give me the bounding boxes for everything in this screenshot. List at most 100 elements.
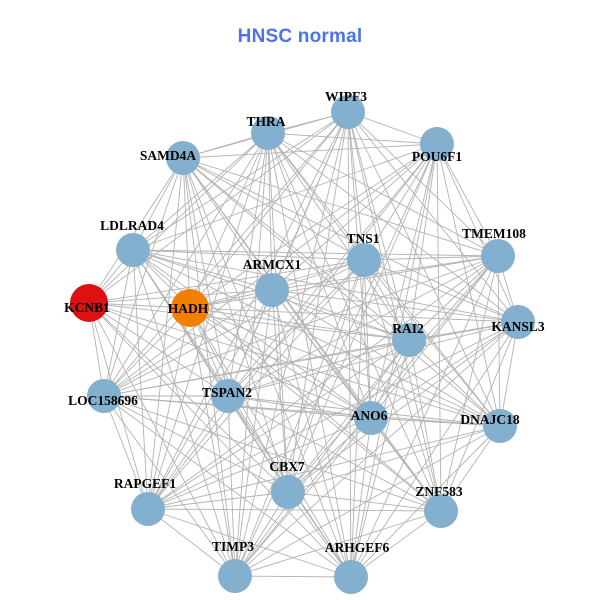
graph-node[interactable]: ZNF583 [415,484,463,528]
graph-edge [227,289,273,397]
graph-node-circle[interactable] [87,379,121,413]
graph-edge [363,143,438,261]
graph-edge [182,143,438,159]
graph-node-circle[interactable] [354,401,388,435]
graph-edge [347,111,501,427]
graph-node[interactable]: TNS1 [346,231,381,277]
graph-edge [287,255,499,493]
graph-edge [267,132,519,323]
graph-edge [370,321,519,419]
graph-edge [227,321,519,397]
graph-edge [234,143,438,577]
graph-edge [363,259,501,427]
graph-edge [234,425,501,577]
graph-edge [147,417,372,510]
graph-edge [267,132,273,291]
graph-node-circle[interactable] [483,409,517,443]
graph-node[interactable]: KANSL3 [491,305,545,339]
graph-node-label: CBX7 [269,459,305,474]
graph-edge [182,157,352,578]
graph-node[interactable]: LDLRAD4 [100,218,164,267]
node-layer: WIPF3 POU6F1 THRA SAMD4A TMEM108 LDLRAD4 TNS1 A… [64,89,545,594]
graph-edge [234,510,442,577]
graph-edge [363,259,372,419]
graph-node-circle[interactable] [331,95,365,129]
graph-node-circle[interactable] [501,305,535,339]
graph-edge [132,249,499,257]
graph-edge [189,307,410,341]
graph-edge [103,395,442,512]
graph-edge [350,510,442,578]
graph-edge [227,259,365,397]
graph-edge [287,143,438,493]
graph-node-circle[interactable] [166,141,200,175]
graph-node[interactable]: SAMD4A [140,141,200,175]
graph-node-circle[interactable] [70,284,108,322]
graph-node-label: WIPF3 [325,89,367,104]
graph-edge [234,259,365,577]
graph-edge [132,249,352,578]
graph-edge [350,339,410,578]
graph-node[interactable]: WIPF3 [325,89,367,129]
graph-node-circle[interactable] [131,492,165,526]
graph-node-circle[interactable] [171,289,209,327]
graph-node-circle[interactable] [271,475,305,509]
edge-layer [88,111,519,578]
graph-edge [103,132,269,397]
graph-edge [88,302,501,427]
graph-edge [267,132,352,578]
graph-edge [440,255,499,512]
graph-node-label: ARHGEF6 [325,540,390,555]
graph-node-circle[interactable] [420,127,454,161]
graph-node-circle[interactable] [211,379,245,413]
graph-edge [189,307,352,578]
graph-node-circle[interactable] [347,243,381,277]
graph-node[interactable]: ANO6 [351,401,388,435]
graph-node[interactable]: KCNB1 [64,284,110,322]
graph-edge [132,249,236,577]
graph-node-circle[interactable] [255,273,289,307]
graph-node-label: LOC158696 [68,393,138,408]
graph-node-circle[interactable] [218,559,252,593]
graph-node[interactable]: TMEM108 [462,226,526,273]
page-title: HNSC normal [237,26,363,47]
graph-edge [147,491,289,510]
graph-node-circle[interactable] [334,560,368,594]
graph-node[interactable]: TIMP3 [212,539,254,593]
graph-node[interactable]: DNAJC18 [460,409,520,443]
graph-node-label: RAI2 [392,321,424,336]
graph-edge [408,339,501,427]
graph-node[interactable]: THRA [246,114,286,150]
graph-edge [350,255,499,578]
graph-node-circle[interactable] [116,233,150,267]
graph-node-circle[interactable] [392,323,426,357]
graph-node[interactable]: RAI2 [392,321,426,357]
graph-node-circle[interactable] [251,116,285,150]
graph-edge [132,249,149,510]
graph-edge [436,143,499,257]
graph-node[interactable]: ARMCX1 [243,257,302,307]
graph-node[interactable]: HADH [168,289,209,327]
graph-node-circle[interactable] [481,239,515,273]
graph-edge [287,259,365,493]
graph-node[interactable]: TSPAN2 [202,379,252,413]
graph-node[interactable]: POU6F1 [412,127,462,164]
graph-node-label: RAPGEF1 [114,476,176,491]
graph-edge [147,321,519,510]
graph-node-label: HADH [168,301,209,316]
graph-node[interactable]: ARHGEF6 [325,540,390,594]
graph-edge [271,143,438,291]
graph-edge [88,259,365,304]
graph-node-label: DNAJC18 [460,412,519,427]
graph-node[interactable]: CBX7 [269,459,305,509]
graph-node-circle[interactable] [424,494,458,528]
graph-edge [271,289,519,323]
graph-edge [182,157,442,512]
graph-node[interactable]: RAPGEF1 [114,476,176,526]
graph-edge [147,339,410,510]
graph-node-label: TNS1 [346,231,379,246]
graph-node[interactable]: LOC158696 [68,379,138,413]
graph-edge [227,395,442,512]
graph-edge [347,111,442,512]
